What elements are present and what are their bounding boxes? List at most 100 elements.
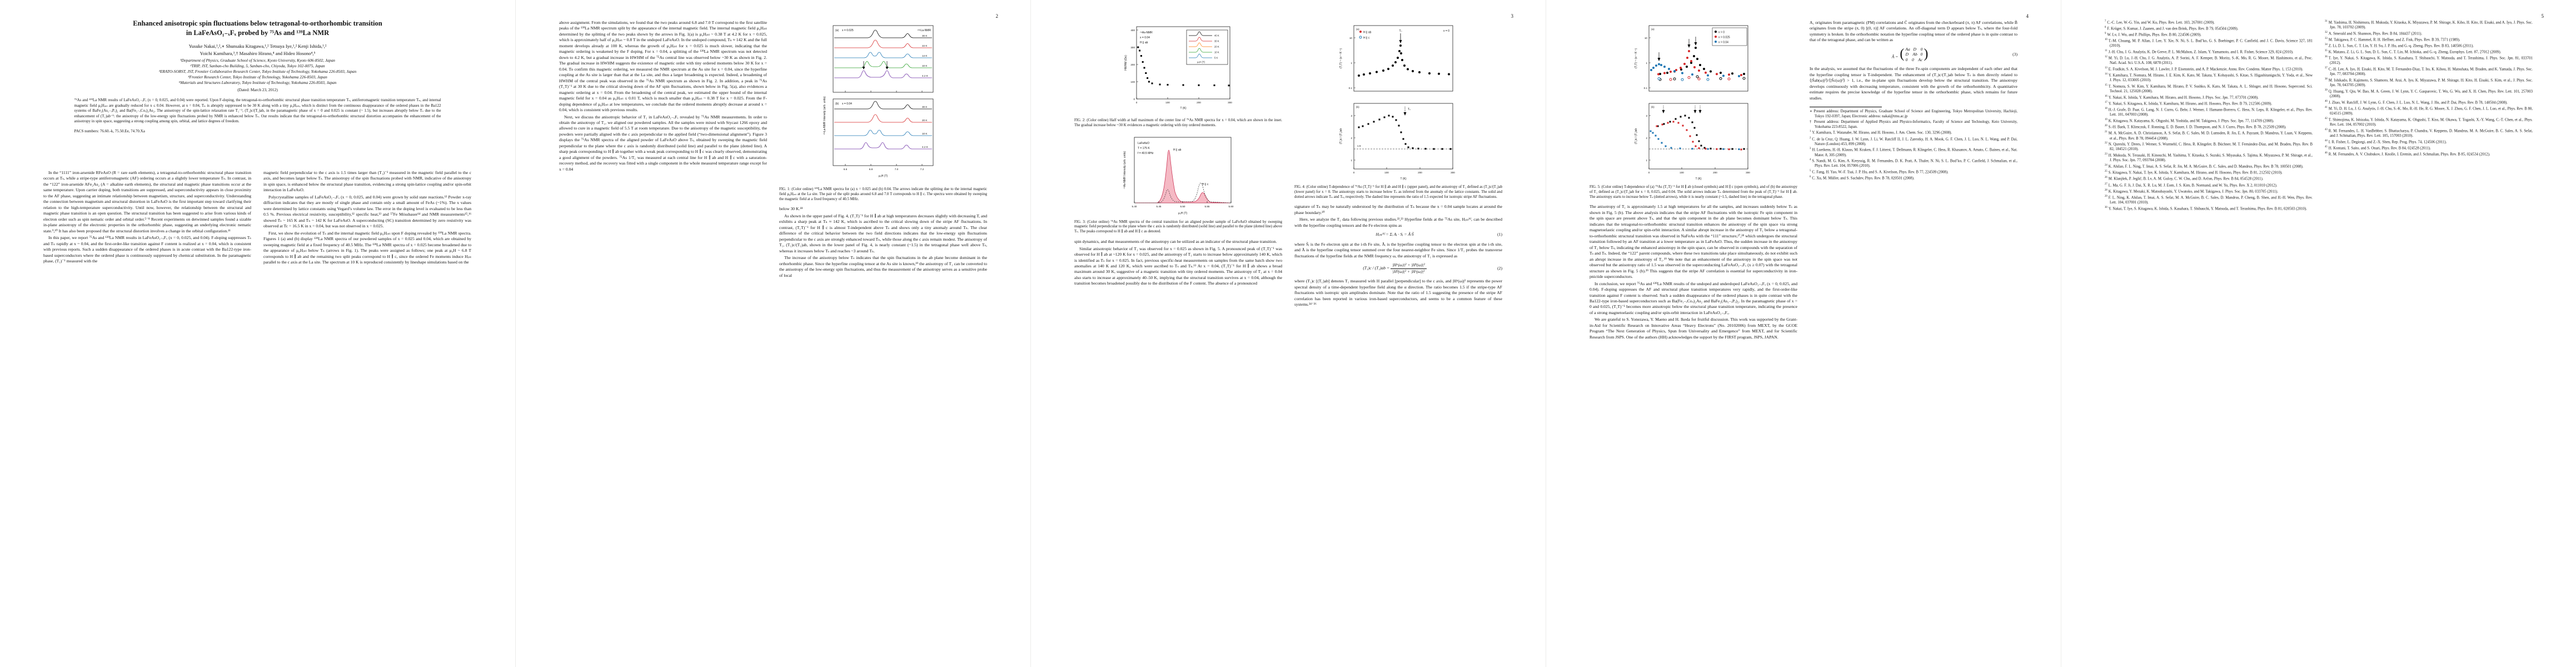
x-tick-label: 100 [1165, 101, 1170, 104]
paragraph: Next, we discuss the anisotropic behavio… [559, 114, 767, 172]
paragraph: As shown in the upper panel of Fig. 4, (… [779, 213, 987, 253]
reference-text: M. Ishikado, R. Kajimoto, S. Shamoto, M.… [2328, 78, 2533, 88]
equation-1: Hᵢₙₜᴬᶠ = Σᵢ Aᵢ · Sᵢ = Ã·S̃ (1) [1294, 232, 1502, 237]
authors-line-1: Yusuke Nakai,¹,²,∗ Shunsaku Kitagawa,¹,²… [188, 43, 327, 49]
reference-text: Y. Nakai, T. Iye, S. Kitagawa, K. Ishida… [2108, 206, 2307, 211]
reference-item: 41 M. Yi, D. H. Lu, J. G. Analytis, J.-H.… [2325, 106, 2533, 117]
page5-column-left: 7 C.-C. Lee, W.-G. Yin, and W. Ku, Phys. … [2105, 20, 2313, 212]
page-number: 2 [995, 13, 999, 19]
y-axis-label: HWHM (Oe) [1124, 55, 1128, 71]
equation-3-number: (3) [2012, 51, 2017, 57]
legend-label: H ∥ ab [1363, 31, 1372, 34]
anisotropy-x0025 [1656, 121, 1742, 151]
reference-number: 32 [2325, 31, 2328, 34]
reference-item: 2 C. de la Cruz, Q. Huang, J. W. Lynn, J.… [1810, 137, 2017, 147]
reference-text: Y. Kamihara, T. Watanabe, M. Hirano, and… [1812, 131, 1952, 135]
reference-item: 46 R. M. Fernandes, A. V. Chubukov, J. Kn… [2325, 152, 2533, 157]
reference-text: M. Yi, D. Lu, J.-H. Chu, J. G. Analytis,… [2108, 56, 2313, 66]
ts-arrow-heads [1662, 110, 1702, 113]
page-2: 2 above assignment. From the simulations… [515, 0, 1030, 667]
page4-column-left: x = 0 x = 0.025 x = 0.04 (a) 10 1 0.1 (T… [1590, 20, 1797, 341]
split-arrow-head [885, 67, 889, 69]
equation-1-number: (1) [1497, 232, 1502, 237]
figure-1-caption: FIG. 1: (Color online) ¹³⁹La NMR spectra… [779, 187, 987, 201]
y-tick-label: 0 [1133, 98, 1135, 101]
paragraph: Similar anisotropic behavior of T₁ was o… [1074, 246, 1282, 286]
y-axis-label: ⁷⁵As-NMR Intensity (arb. units) [1123, 151, 1127, 188]
reference-text: K. Ahilan, F. L. Ning, T. Imai, A. S. Se… [2108, 165, 2304, 169]
legend-marker [1715, 31, 1717, 33]
x-tick-label: 300 [1228, 101, 1232, 104]
tn-label: Tₙ [1399, 29, 1402, 33]
equation-2-number: (2) [1497, 265, 1502, 271]
figure-5-plot: x = 0 x = 0.025 x = 0.04 (a) 10 1 0.1 (T… [1635, 25, 1750, 181]
y-tick-label: 0.1 [1644, 87, 1648, 89]
reference-item: 15 T. Nomura, S. W. Kim, Y. Kamihara, M. … [2105, 84, 2313, 94]
reference-item: 16 Y. Nakai, K. Ishida, Y. Kamihara, M. H… [2105, 95, 2313, 101]
paragraph: In the analysis, we assumed that the flu… [1810, 66, 2017, 101]
page-number: 3 [1511, 13, 1514, 19]
y-axis-label: ¹³⁹La-NMR Intensity (arb. units) [823, 96, 826, 135]
affiliation: ³ERATO-SORST, JST, Frontier Collaborativ… [158, 68, 357, 74]
page-number: 4 [2026, 13, 2029, 19]
axis-ticks [1648, 167, 1748, 169]
figure-1: (a) x = 0.025 ¹³⁹La-NMR 30 K 22 K 14 K 1… [779, 21, 987, 202]
reference-item: 6 C. Xu, M. Müller, and S. Sachdev, Phys.… [1810, 176, 2017, 181]
x-tick-label: 5.50 [1180, 205, 1185, 208]
paragraph: In conclusion, we report ⁷⁵As and ¹³⁹La … [1590, 281, 1797, 315]
reference-text: S. Kitagawa, Y. Nakai, T. Iye, K. Ishida… [2108, 171, 2283, 175]
reference-text: M. Yi, D. H. Lu, J. G. Analytis, J.-H. C… [2328, 107, 2533, 116]
page4-column-right: A₁ originates from paramagnetic (PM) cor… [1810, 20, 2017, 182]
reference-number: 35 [2325, 49, 2328, 53]
reference-text: K. Kitagawa, N. Katayama, K. Ohgushi, M.… [2108, 119, 2274, 123]
figure-3: LaFeAsO T = 175 K f = 40.5 MHz H ∥ ab H … [1074, 133, 1282, 235]
reference-text: W. Lv, J. Wu, and P. Phillips, Phys. Rev… [2107, 33, 2201, 37]
paragraph: In the “1111” iron-arsenide RFeAsO (R = … [43, 170, 251, 233]
equation-1-body: Hᵢₙₜᴬᶠ = Σᵢ Aᵢ · Sᵢ = Ã·S̃ [1376, 232, 1414, 237]
legend-marker-closed [1359, 31, 1362, 33]
reference-item: 12 M. Yi, D. Lu, J.-H. Chu, J. G. Analyti… [2105, 56, 2313, 66]
inset-spectrum [1189, 37, 1212, 42]
reference-text: H. Mukuda, N. Terasaki, H. Kinouchi, M. … [2108, 153, 2313, 163]
spectrum-curve [834, 29, 932, 38]
hwhm-data-points [1137, 46, 1230, 87]
reference-text: K. Kitagawa, Y. Mezaki, K. Matsubayashi,… [2108, 189, 2278, 193]
temp-label: 14 K [922, 54, 928, 57]
reference-number: 33 [2325, 37, 2328, 41]
page-4: 4 [1546, 0, 2061, 667]
reference-text: M. Yashima, H. Nishimura, H. Mukuda, Y. … [2328, 21, 2533, 30]
y-axis-label: (T₁)c / (T₁)ab [1339, 128, 1343, 145]
y-axis-label: (T₁T)⁻¹ (s⁻¹ K⁻¹) [1635, 48, 1638, 68]
reference-text: F. L. Ning, K. Ahilan, T. Imai, A. S. Se… [2108, 195, 2313, 205]
matrix-paren-right: ) [1924, 47, 1929, 62]
reference-item: 3 H. Luetkens, H.-H. Klauss, M. Kraken, F… [1810, 147, 2017, 158]
y-tick-label: 3 [1351, 115, 1352, 117]
x-tick-label: 200 [1197, 101, 1201, 104]
x-axis-label: μ₀H (T) [879, 175, 888, 178]
reference-item: 31 M. Yashima, H. Nishimura, H. Mukuda, Y… [2325, 20, 2533, 31]
paragraph: The anisotropy of T₁ is approximately 1.… [1590, 204, 1797, 280]
spectrum-curve [834, 101, 932, 109]
paragraph: Here, we analyze the T₁ data following p… [1294, 217, 1502, 228]
reference-item: 11 J.-H. Chu, J. G. Analytis, K. De Greve… [2105, 49, 2313, 55]
reference-item: 17 Y. Nakai, S. Kitagawa, K. Ishida, Y. K… [2105, 101, 2313, 107]
figure-4: Tₙ H ∥ ab H ∥ c x = 0 10 1 0.1 (T₁T)⁻¹ (… [1294, 21, 1502, 200]
x-tick-label: 300 [1451, 171, 1455, 174]
reference-item: 19 K. Kitagawa, N. Katayama, K. Ohgushi, … [2105, 118, 2313, 124]
reference-item: 30 Y. Nakai, T. Iye, S. Kitagawa, K. Ishi… [2105, 206, 2313, 212]
reference-text: S.-H. Baek, T. Klimczuk, F. Ronning, E. … [2108, 125, 2286, 130]
ts-arrow-head [1403, 112, 1407, 116]
page2-column-left: above assignment. From the simulations, … [559, 20, 767, 173]
x-tick-label: 5.55 [1205, 205, 1210, 208]
y-axis-label: (T₁)c / (T₁)ab [1635, 128, 1638, 145]
y-tick-label: 1 [1646, 62, 1647, 64]
reference-number: 16 [2105, 95, 2107, 98]
reference-number: 34 [2325, 43, 2328, 47]
reference-number: 26 [2105, 176, 2107, 180]
legend-label: x = 0.04 [1718, 41, 1728, 44]
reference-number: 37 [2325, 67, 2328, 70]
reference-text: M. Takigawa, P. C. Hammel, R. H. Heffner… [2328, 38, 2460, 42]
equation-2: (T₁)c / (T₁)ab = |Hᵃ(ω)|² + |Hᵇ(ω)|² |Hᵇ(… [1294, 262, 1502, 275]
y-tick-label: 300 [1130, 46, 1135, 49]
